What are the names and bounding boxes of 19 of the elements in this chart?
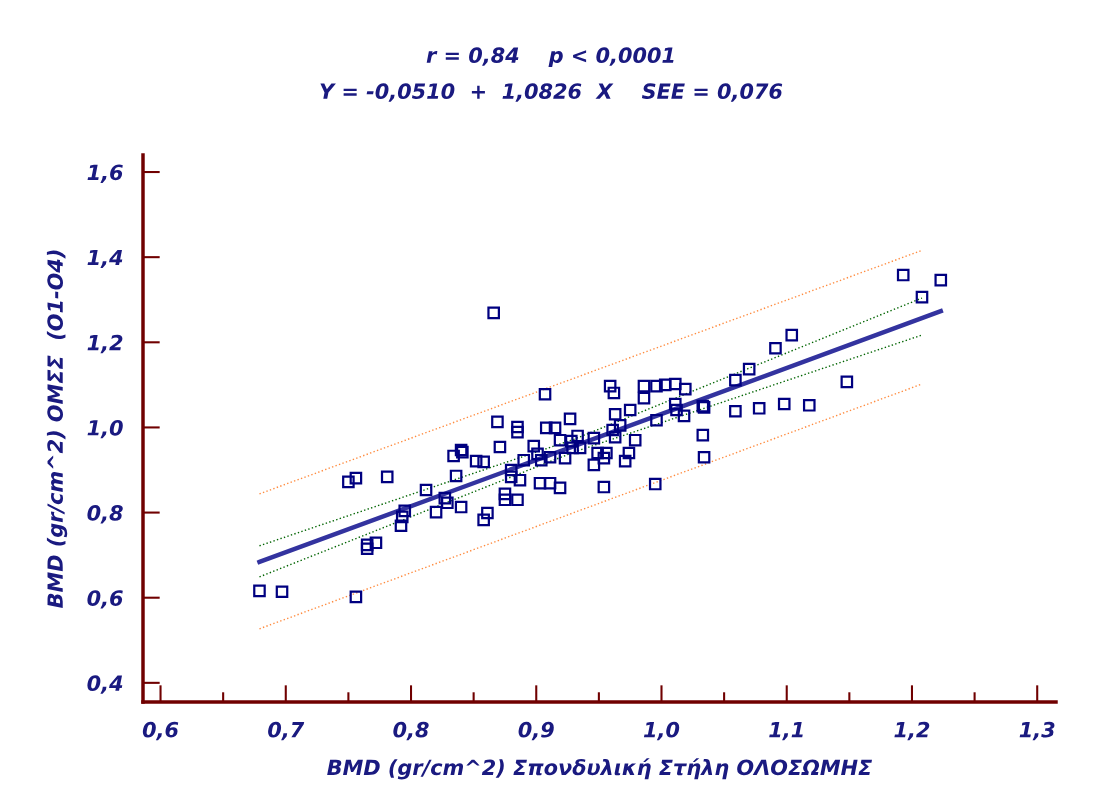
- x-tick-label: 0,8: [393, 721, 429, 741]
- y-tick-label: 0,8: [87, 505, 123, 524]
- y-tick-label: 1,4: [87, 249, 123, 269]
- chart-subtitle: Y = -0,0510 + 1,0826 X SEE = 0,076: [320, 83, 783, 102]
- x-tick-label: 0,9: [518, 721, 554, 741]
- chart-title: r = 0,84 p < 0,0001: [426, 47, 674, 68]
- x-tick-label: 0,6: [142, 721, 179, 741]
- y-tick-label: 0,4: [87, 675, 123, 694]
- y-tick-label: 1,2: [87, 334, 123, 354]
- x-tick-label: 1,0: [643, 721, 680, 741]
- x-tick-label: 1,2: [894, 721, 930, 741]
- x-tick-label: 1,3: [1019, 721, 1055, 741]
- x-axis-title: BMD (gr/cm^2) Σπονδυλική Στήλη ΟΛΟΣΩΜΗΣ: [327, 758, 872, 780]
- x-tick-label: 1,1: [769, 722, 803, 741]
- x-tick-label: 0,7: [268, 721, 305, 741]
- y-tick-label: 0,6: [87, 590, 123, 609]
- y-axis-title: BMD (gr/cm^2) ΟΜΣΣ (Ο1-Ο4): [46, 250, 68, 608]
- y-tick-label: 1,0: [87, 419, 123, 439]
- y-tick-label: 1,6: [87, 164, 123, 183]
